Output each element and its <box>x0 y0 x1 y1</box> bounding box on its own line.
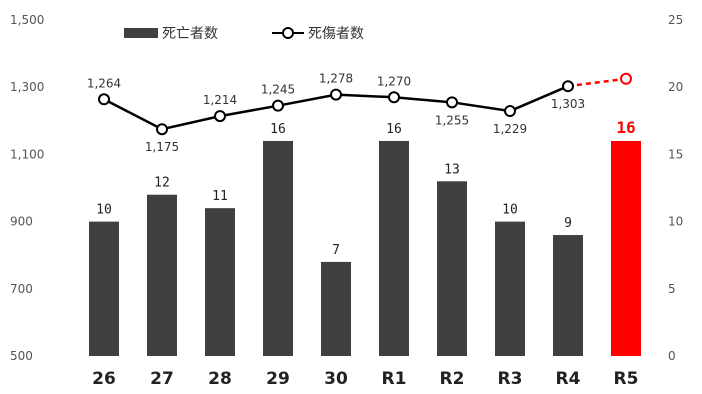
line-value-label: 1,270 <box>377 74 411 88</box>
left-axis-tick-label: 1,100 <box>10 147 44 161</box>
legend: 死亡者数 死傷者数 <box>124 26 364 42</box>
left-axis: 500 700 900 1,100 1,300 1,500 <box>10 13 44 363</box>
category-label: 29 <box>266 369 290 389</box>
bar-value-label: 9 <box>564 216 572 231</box>
bar <box>553 235 583 356</box>
right-axis-tick-label: 0 <box>668 349 676 363</box>
category-label: R1 <box>382 369 407 389</box>
right-axis-tick-label: 5 <box>668 282 676 296</box>
legend-line-marker <box>282 27 294 39</box>
line-value-label: 1,303 <box>551 97 585 111</box>
line-value-label: 1,214 <box>203 93 237 107</box>
category-label: 30 <box>324 369 348 389</box>
legend-bar-label: 死亡者数 <box>162 26 218 42</box>
right-axis-tick-label: 15 <box>668 147 683 161</box>
category-label: 27 <box>150 369 174 389</box>
right-axis-tick-label: 25 <box>668 13 683 27</box>
bar <box>205 208 235 356</box>
bar <box>437 181 467 356</box>
category-label: 26 <box>92 369 116 389</box>
line-marker <box>98 93 110 106</box>
bar-value-label: 10 <box>502 203 518 218</box>
bar <box>321 261 351 356</box>
bar-value-label: 11 <box>212 189 228 204</box>
left-axis-tick-label: 500 <box>10 349 33 363</box>
line-marker <box>330 88 342 101</box>
bar-value-label: 16 <box>270 122 286 137</box>
line-value-label: 1,175 <box>145 140 179 154</box>
bar-series: 10 12 11 16 7 16 13 10 9 16 <box>89 118 641 356</box>
left-axis-tick-label: 1,500 <box>10 13 44 27</box>
left-axis-tick-label: 700 <box>10 282 33 296</box>
line-value-label: 1,229 <box>493 122 527 136</box>
bar <box>611 140 641 356</box>
category-label: 28 <box>208 369 232 389</box>
line-value-label: 1,255 <box>435 113 469 127</box>
legend-bar-swatch <box>124 28 158 38</box>
line-marker <box>388 91 400 104</box>
line-series: 1,264 1,175 1,214 1,245 1,278 1,270 1,255 1,229… <box>87 72 632 154</box>
line-marker <box>272 99 284 112</box>
left-axis-tick-label: 900 <box>10 215 33 229</box>
line-marker <box>504 105 516 118</box>
line-value-label: 1,264 <box>87 76 121 90</box>
legend-line-label: 死傷者数 <box>308 26 364 42</box>
bar <box>147 194 177 356</box>
category-axis: 26 27 28 29 30 R1 R2 R3 R4 R5 <box>92 369 638 389</box>
category-label: R2 <box>440 369 465 389</box>
right-axis-tick-label: 20 <box>668 80 683 94</box>
bar <box>379 140 409 356</box>
category-label: R5 <box>614 369 639 389</box>
bar <box>495 221 525 356</box>
line-marker <box>620 72 632 85</box>
right-axis: 0 5 10 15 20 25 <box>668 13 683 363</box>
category-label: R4 <box>556 369 581 389</box>
bar-value-label: 7 <box>332 243 340 258</box>
right-axis-tick-label: 10 <box>668 215 683 229</box>
line-marker <box>446 96 458 109</box>
left-axis-tick-label: 1,300 <box>10 80 44 94</box>
line-path-projected <box>567 77 627 88</box>
line-value-label: 1,278 <box>319 72 353 86</box>
line-marker <box>214 110 226 123</box>
bar-value-label: 16 <box>616 118 635 137</box>
bar <box>89 221 119 356</box>
bar-value-label: 13 <box>444 162 460 177</box>
bar-value-label: 12 <box>154 176 170 191</box>
line-marker <box>562 80 574 93</box>
bar-value-label: 16 <box>386 122 402 137</box>
bar-value-label: 10 <box>96 203 112 218</box>
line-value-label: 1,245 <box>261 83 295 97</box>
bar <box>263 140 293 356</box>
category-label: R3 <box>498 369 523 389</box>
line-marker <box>156 123 168 136</box>
